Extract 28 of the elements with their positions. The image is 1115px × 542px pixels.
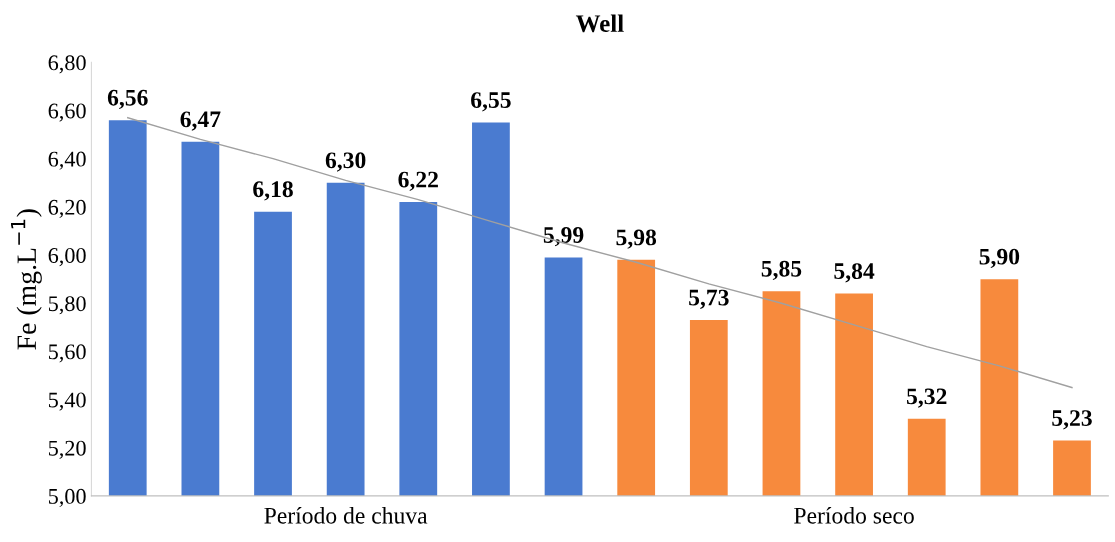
data-label: 6,56 — [107, 89, 148, 110]
y-tick-label: 5,60 — [48, 344, 86, 363]
data-label: 5,90 — [979, 248, 1020, 269]
data-label: 6,47 — [180, 111, 221, 131]
y-tick-label: 6,40 — [48, 151, 86, 170]
chart-title: Well — [575, 14, 624, 33]
y-tick-label: 6,60 — [48, 103, 86, 122]
y-tick-label: 6,00 — [48, 247, 86, 267]
y-tick-label: 5,40 — [48, 392, 86, 411]
data-label: 6,55 — [471, 92, 511, 112]
y-tick-label: 6,80 — [48, 55, 86, 74]
data-label: 5,32 — [907, 388, 947, 408]
y-tick-label: 5,00 — [48, 488, 86, 508]
data-label: 5,85 — [761, 260, 802, 281]
y-tick-label: 5,80 — [48, 296, 86, 315]
data-label: 5,98 — [616, 229, 657, 249]
data-label: 5,73 — [689, 289, 729, 309]
x-tick-label: Período seco — [794, 507, 914, 524]
data-label: 6,22 — [398, 171, 438, 191]
y-axis-title: Fe (mg.L$^{−1}$) — [11, 209, 42, 350]
y-tick-label: 6,20 — [48, 199, 86, 218]
data-label: 5,99 — [543, 227, 584, 247]
data-label: 6,18 — [253, 181, 293, 201]
x-tick-label: Período de chuva — [264, 507, 428, 524]
data-label: 5,84 — [834, 263, 875, 283]
data-label: 6,30 — [325, 152, 366, 172]
y-tick-label: 5,20 — [48, 440, 86, 459]
data-label: 5,23 — [1052, 410, 1092, 430]
